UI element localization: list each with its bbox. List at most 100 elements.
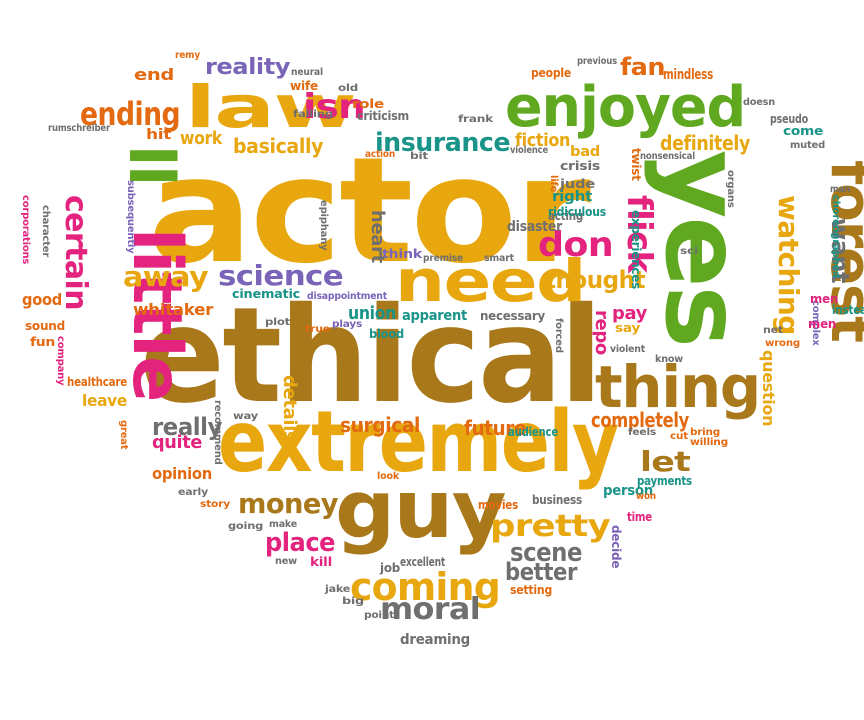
word-plot: plot [265,317,290,328]
word-actor: actor [148,126,591,296]
word-yes: yes [642,150,764,346]
word-scene: scene [510,538,582,568]
word-wrong: wrong [765,338,801,349]
word-men: men [808,317,837,331]
word-won: won [636,491,656,502]
word-dreaming: dreaming [400,632,471,648]
word-sound: sound [25,319,65,333]
word-subsequently: subsequently [125,180,136,254]
word-recommend: recommend [212,400,223,465]
word-really: really [152,413,223,441]
word-mindless: mindless [663,67,713,83]
word-early: early [178,487,208,498]
word-instead: instead [832,303,864,317]
word-thought: thought [545,266,646,294]
word-cinematic: cinematic [232,287,301,301]
word-previous: previous [577,56,618,67]
word-enjoyed: enjoyed [505,75,746,140]
word-repo: repo [591,310,612,355]
word-place: place [265,528,336,558]
word-acting: acting [548,209,584,223]
word-decide: decide [609,525,623,569]
word-apparent: apparent [402,308,468,324]
word-life: life [548,175,559,193]
word-payments: payments [637,474,692,488]
word-don: don [538,225,614,265]
word-true: true [305,324,330,335]
word-men: men [810,292,839,306]
word-time: time [627,510,652,524]
word-better: better [505,558,578,586]
word-ending: ending [80,95,181,133]
word-disappointment: disappointment [307,291,387,302]
word-character: character [40,205,51,258]
word-willing: willing [690,437,729,448]
word-violent: violent [610,344,646,355]
word-moral: moral [380,592,481,627]
word-details: details [279,375,300,442]
word-healthcare: healthcare [67,375,128,389]
word-necessary: necessary [480,309,545,323]
word-point: point [364,610,395,621]
word-muted: muted [790,140,825,151]
word-surgical: surgical [340,413,420,437]
word-good: good [22,290,63,309]
word-pseudo: pseudo [770,112,809,126]
word-man: man [830,184,850,195]
word-cut: cut [670,431,688,442]
word-choreographed: choreographed [830,195,841,278]
word-certain: certain [58,195,93,310]
word-neural: neural [291,67,324,78]
word-isn: isn [303,87,366,127]
word-union: union [348,303,397,324]
word-make: make [269,519,298,530]
word-thing: thing [595,353,761,421]
word-premise: premise [423,253,464,264]
word-bring: bring [690,427,721,438]
word-reality: reality [205,55,291,80]
word-quite: quite [152,432,202,453]
word-right: right [552,189,593,205]
word-basically: basically [233,134,324,158]
word-guy: guy [335,463,507,556]
word-law: law [185,73,357,141]
word-fiction: fiction [515,130,571,151]
word-ethical: ethical [140,279,603,433]
word-let: let [640,445,691,478]
word-coming: coming [350,565,501,609]
word-people: people [531,66,571,80]
word-opinion: opinion [152,464,213,483]
word-need: need [395,247,586,315]
word-frank: frank [458,114,494,125]
word-blood: blood [369,327,404,341]
word-business: business [532,493,583,507]
word-come: come [783,124,823,138]
word-nonsensical: nonsensical [640,151,695,162]
word-fun: fun [30,335,56,349]
word-science: science [218,259,344,292]
word-action: action [365,149,396,160]
word-old: old [338,83,358,94]
word-definitely: definitely [660,131,750,155]
word-extremely: extremely [218,393,619,492]
word-plays: plays [332,319,363,330]
word-remy: remy [175,50,200,61]
word-pay: pay [612,303,648,324]
word-story: story [200,499,230,510]
word-insurance: insurance [375,128,511,158]
word-movies: movies [478,498,519,512]
word-rumschreiber: rumschreiber [48,123,110,134]
word-money: money [238,487,339,520]
word-sci: sci [680,246,699,257]
word-net: net [763,325,783,336]
word-violence: violence [510,145,548,156]
word-going: going [228,521,264,532]
word-bit: bit [410,151,429,162]
word-experiences: experiences [629,210,643,290]
word-great: great [118,420,129,450]
word-pretty: pretty [490,509,611,544]
word-criticism: criticism [357,109,409,123]
word-jude: jude [560,177,596,191]
word-leave: leave [82,391,128,410]
